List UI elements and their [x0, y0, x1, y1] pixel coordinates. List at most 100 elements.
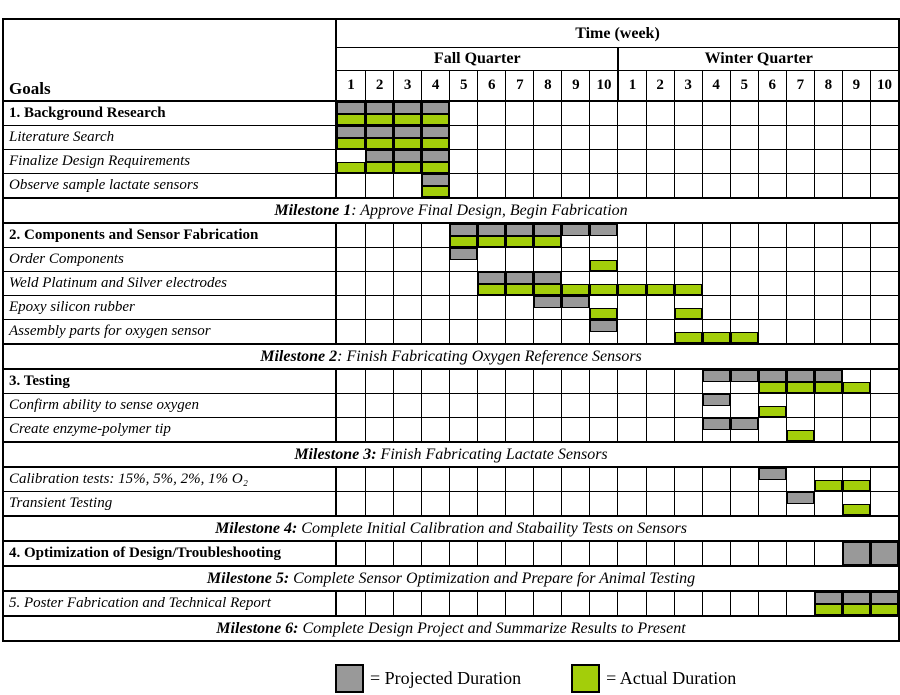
gantt-cell — [869, 320, 898, 343]
gantt-cell — [421, 224, 449, 247]
actual-bar — [842, 479, 870, 491]
week-number-cell: 10 — [589, 71, 617, 100]
gantt-cell — [673, 370, 702, 393]
gantt-cell — [533, 272, 562, 295]
gantt-cell — [477, 320, 505, 343]
week-number-cell: 10 — [869, 71, 898, 100]
projected-bar — [422, 126, 450, 138]
gantt-cell — [701, 468, 730, 491]
projected-bar — [702, 418, 730, 430]
milestone-row: Milestone 2: Finish Fabricating Oxygen R… — [4, 343, 898, 370]
gantt-cell — [505, 542, 533, 565]
gantt-cell — [673, 174, 702, 197]
gantt-cell — [673, 492, 702, 515]
gantt-cell — [393, 394, 421, 417]
actual-bar — [450, 235, 478, 247]
week-number-cell: 2 — [365, 71, 393, 100]
gantt-cell — [617, 542, 645, 565]
week-number-cell: 6 — [757, 71, 786, 100]
gantt-cell — [645, 174, 674, 197]
gantt-cell — [589, 150, 617, 173]
gantt-cell — [701, 296, 730, 319]
projected-bar — [394, 126, 422, 138]
gantt-cell — [561, 394, 589, 417]
gantt-cell — [393, 248, 421, 271]
gantt-cell — [701, 248, 730, 271]
gantt-cell — [617, 394, 645, 417]
gantt-cell — [729, 224, 758, 247]
gantt-cell — [337, 394, 365, 417]
gantt-cell — [701, 102, 730, 125]
gantt-cell — [869, 126, 898, 149]
milestone-row: Milestone 3: Finish Fabricating Lactate … — [4, 441, 898, 468]
gantt-cell — [477, 592, 505, 615]
task-label: Order Components — [4, 248, 337, 271]
gantt-cell — [365, 592, 393, 615]
gantt-cell — [421, 468, 449, 491]
gantt-cell — [841, 592, 870, 615]
projected-bar — [422, 102, 450, 114]
gantt-cell — [701, 394, 730, 417]
gantt-cell — [337, 150, 366, 173]
actual-bar — [814, 603, 842, 615]
gantt-cell — [533, 224, 562, 247]
projected-bar — [758, 370, 786, 382]
week-number-cell: 6 — [477, 71, 505, 100]
gantt-cell — [813, 224, 842, 247]
gantt-cell — [785, 296, 814, 319]
gantt-cell — [365, 272, 393, 295]
task-label: Assembly parts for oxygen sensor — [4, 320, 337, 343]
gantt-cell — [365, 542, 393, 565]
actual-bar — [646, 283, 674, 295]
gantt-cell — [589, 468, 617, 491]
gantt-cell — [561, 296, 590, 319]
gantt-cell — [421, 174, 450, 197]
gantt-cell — [365, 370, 393, 393]
gantt-cell — [617, 126, 645, 149]
gantt-cell — [421, 394, 449, 417]
gantt-cell — [757, 248, 786, 271]
gantt-cell — [813, 418, 842, 441]
gantt-cell — [589, 542, 617, 565]
gantt-cell — [757, 320, 786, 343]
gantt-cell — [813, 296, 842, 319]
milestone-title: Milestone 1 — [274, 202, 352, 219]
gantt-cell — [505, 320, 533, 343]
quarter-header-fall: Fall Quarter — [337, 48, 618, 71]
gantt-cell — [869, 296, 898, 319]
gantt-cell — [729, 592, 758, 615]
gantt-cell — [477, 150, 505, 173]
gantt-cell — [561, 248, 589, 271]
gantt-cell — [813, 174, 842, 197]
gantt-cell — [421, 102, 450, 125]
gantt-cell — [533, 394, 561, 417]
gantt-cell — [869, 248, 898, 271]
gantt-cell — [589, 224, 618, 247]
goals-header-cell: Goals — [4, 20, 337, 100]
gantt-cell — [841, 174, 870, 197]
gantt-cell — [365, 150, 394, 173]
gantt-cell — [393, 492, 421, 515]
gantt-cell — [477, 468, 505, 491]
gantt-cell — [729, 542, 758, 565]
gantt-cell — [477, 272, 506, 295]
actual-bar — [730, 331, 758, 343]
actual-bar — [534, 235, 562, 247]
gantt-cell — [757, 370, 786, 393]
gantt-cell — [617, 296, 645, 319]
gantt-cell — [449, 224, 478, 247]
gantt-cell — [645, 370, 674, 393]
gantt-cell — [561, 126, 589, 149]
gantt-cell — [729, 272, 758, 295]
gantt-cell — [505, 248, 533, 271]
gantt-cell — [337, 224, 365, 247]
projected-bar — [814, 592, 842, 604]
gantt-cell — [505, 224, 534, 247]
gantt-cell — [645, 394, 674, 417]
legend-swatch-actual — [571, 664, 601, 693]
projected-bar — [337, 102, 366, 114]
gantt-cell — [701, 370, 730, 393]
task-label: Finalize Design Requirements — [4, 150, 337, 173]
gantt-cell — [505, 102, 533, 125]
milestone-title: Milestone 2 — [260, 348, 338, 365]
